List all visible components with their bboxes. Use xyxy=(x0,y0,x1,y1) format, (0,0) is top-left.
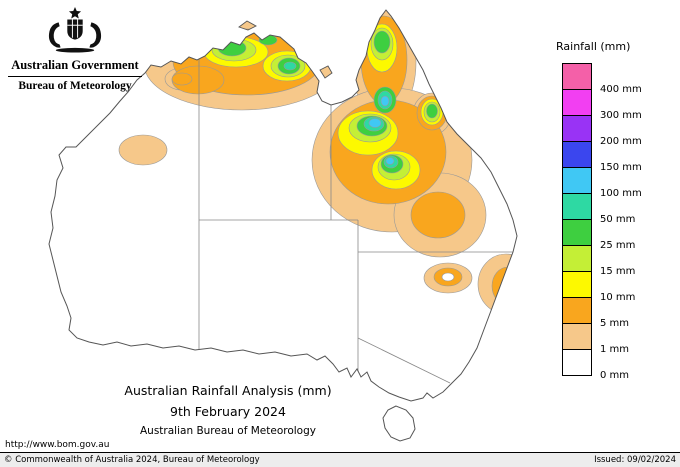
copyright-text: © Commonwealth of Australia 2024, Bureau… xyxy=(4,455,260,465)
legend-color-swatch xyxy=(562,271,592,298)
legend-entry: 10 mm xyxy=(562,271,635,303)
legend-label: 50 mm xyxy=(600,213,636,225)
legend-label: 150 mm xyxy=(600,161,642,173)
legend-label: 0 mm xyxy=(600,369,630,381)
legend-entry: 300 mm xyxy=(562,89,642,121)
coat-of-arms-icon xyxy=(48,6,102,53)
legend-label: 400 mm xyxy=(600,83,642,95)
legend-entry: 150 mm xyxy=(562,141,642,173)
legend-entry: 50 mm xyxy=(562,193,635,225)
organisation-name: Australian Bureau of Meteorology xyxy=(140,425,316,437)
analysis-date: 9th February 2024 xyxy=(170,404,286,419)
legend-entry: 5 mm xyxy=(562,297,629,329)
state-borders xyxy=(198,59,513,384)
islands xyxy=(238,20,333,79)
legend-label: 200 mm xyxy=(600,135,642,147)
logo-divider xyxy=(8,76,142,77)
legend-entry: 25 mm xyxy=(562,219,635,251)
legend-label: 300 mm xyxy=(600,109,642,121)
website-url: http://www.bom.gov.au xyxy=(5,440,110,450)
legend-label: 5 mm xyxy=(600,317,630,329)
legend-color-swatch xyxy=(562,219,592,246)
issued-text: Issued: 09/02/2024 xyxy=(594,455,676,465)
tasmania xyxy=(382,405,416,442)
legend-color-swatch xyxy=(562,193,592,220)
rainfall-legend: Rainfall (mm) 400 mm 300 mm 200 mm 150 mm 10… xyxy=(556,40,676,381)
legend-color-swatch xyxy=(562,141,592,168)
legend-label: 10 mm xyxy=(600,291,636,303)
government-title: Australian Government xyxy=(11,58,139,72)
legend-label: 25 mm xyxy=(600,239,636,251)
legend-entry: 200 mm xyxy=(562,115,642,147)
legend-label: 15 mm xyxy=(600,265,636,277)
legend-title: Rainfall (mm) xyxy=(556,40,631,53)
legend-color-swatch xyxy=(562,167,592,194)
legend-entry: 0 mm xyxy=(562,349,629,381)
bureau-title: Bureau of Meteorology xyxy=(18,80,132,92)
legend-color-swatch xyxy=(562,245,592,272)
status-bar: © Commonwealth of Australia 2024, Bureau… xyxy=(0,452,680,467)
legend-entry: 1 mm xyxy=(562,323,629,355)
legend-label: 1 mm xyxy=(600,343,630,355)
legend-label: 100 mm xyxy=(600,187,642,199)
legend-entry: 15 mm xyxy=(562,245,635,277)
legend-entry: 100 mm xyxy=(562,167,642,199)
map-caption: Australian Rainfall Analysis (mm) 9th Fe… xyxy=(88,383,368,437)
rainfall-map xyxy=(48,9,518,442)
australia-coastline xyxy=(48,9,518,402)
legend-color-swatch xyxy=(562,349,592,376)
legend-color-swatch xyxy=(562,115,592,142)
legend-color-swatch xyxy=(562,89,592,116)
legend-color-swatch xyxy=(562,323,592,350)
legend-color-swatch xyxy=(562,297,592,324)
bom-logo: Australian Government Bureau of Meteorol… xyxy=(8,6,142,92)
legend-entry: 400 mm xyxy=(562,63,642,95)
page-title: Australian Rainfall Analysis (mm) xyxy=(124,383,332,398)
legend-entries: 400 mm 300 mm 200 mm 150 mm 100 mm 50 mm 25 mm… xyxy=(562,63,676,381)
rainfall-contours xyxy=(118,10,517,315)
legend-color-swatch xyxy=(562,63,592,90)
